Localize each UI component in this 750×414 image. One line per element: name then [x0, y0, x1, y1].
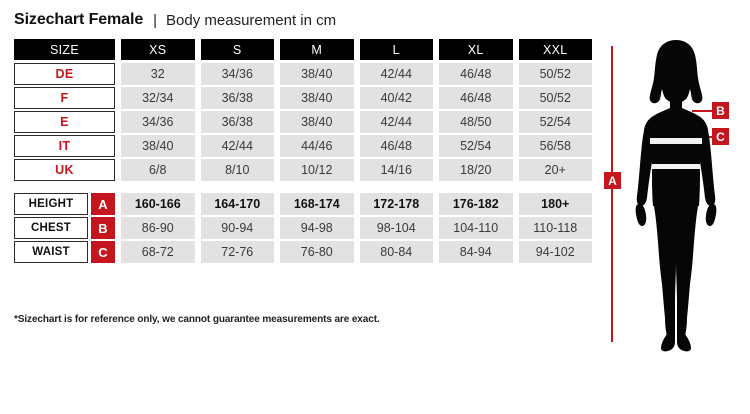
cell-de-s: 34/36 — [200, 63, 274, 85]
header-cell-m: M — [280, 39, 354, 60]
cell-it-m: 44/46 — [280, 135, 354, 157]
cell-f-s: 36/38 — [200, 87, 274, 109]
height-measure-line — [611, 46, 613, 342]
cell-uk-l: 14/16 — [359, 159, 433, 181]
cell-height-s: 164-170 — [200, 193, 274, 215]
table-row: F 32/34 36/38 38/40 40/42 46/48 50/52 — [14, 87, 592, 109]
cell-it-l: 46/48 — [359, 135, 433, 157]
cell-height-xxl: 180+ — [518, 193, 592, 215]
table-header-row: SIZE XS S M L XL XXL — [14, 39, 592, 60]
table-row: E 34/36 36/38 38/40 42/44 48/50 52/54 — [14, 111, 592, 133]
measurement-label-chest: CHEST — [14, 217, 88, 239]
chest-leader-line — [692, 110, 712, 112]
cell-de-l: 42/44 — [359, 63, 433, 85]
footnote-disclaimer: *Sizechart is for reference only, we can… — [14, 314, 380, 325]
row-label-e: E — [14, 111, 115, 133]
cell-e-l: 42/44 — [359, 111, 433, 133]
table-row: HEIGHT A 160-166 164-170 168-174 172-178… — [14, 193, 592, 215]
cell-chest-xxl: 110-118 — [518, 217, 592, 239]
row-label-f: F — [14, 87, 115, 109]
table-row: DE 32 34/36 38/40 42/44 46/48 50/52 — [14, 63, 592, 85]
cell-waist-xs: 68-72 — [121, 241, 195, 263]
page-title-subtitle: Body measurement in cm — [166, 11, 337, 29]
cell-it-xxl: 56/58 — [518, 135, 592, 157]
badge-c-figure: C — [712, 128, 729, 145]
cell-waist-xxl: 94-102 — [518, 241, 592, 263]
cell-f-l: 40/42 — [359, 87, 433, 109]
cell-waist-l: 80-84 — [359, 241, 433, 263]
cell-e-xs: 34/36 — [121, 111, 195, 133]
cell-f-xs: 32/34 — [121, 87, 195, 109]
row-label-it: IT — [14, 135, 115, 157]
row-label-chest: CHEST B — [14, 217, 115, 239]
cell-uk-m: 10/12 — [280, 159, 354, 181]
title-separator: | — [153, 11, 158, 29]
cell-height-xl: 176-182 — [439, 193, 513, 215]
badge-a-table: A — [91, 193, 115, 215]
badge-b-figure: B — [712, 102, 729, 119]
cell-uk-xs: 6/8 — [121, 159, 195, 181]
cell-de-xl: 46/48 — [439, 63, 513, 85]
cell-chest-l: 98-104 — [359, 217, 433, 239]
measurement-label-waist: WAIST — [14, 241, 88, 263]
table-row: CHEST B 86-90 90-94 94-98 98-104 104-110… — [14, 217, 592, 239]
row-label-waist: WAIST C — [14, 241, 115, 263]
header-cell-xs: XS — [121, 39, 195, 60]
cell-uk-s: 8/10 — [200, 159, 274, 181]
row-label-de: DE — [14, 63, 115, 85]
cell-height-m: 168-174 — [280, 193, 354, 215]
measurement-label-height: HEIGHT — [14, 193, 88, 215]
cell-waist-xl: 84-94 — [439, 241, 513, 263]
cell-it-s: 42/44 — [200, 135, 274, 157]
table-row: UK 6/8 8/10 10/12 14/16 18/20 20+ — [14, 159, 592, 181]
cell-de-xxl: 50/52 — [518, 63, 592, 85]
cell-chest-xs: 86-90 — [121, 217, 195, 239]
cell-uk-xl: 18/20 — [439, 159, 513, 181]
header-cell-size: SIZE — [14, 39, 115, 60]
cell-waist-m: 76-80 — [280, 241, 354, 263]
cell-chest-m: 94-98 — [280, 217, 354, 239]
header-cell-xxl: XXL — [518, 39, 592, 60]
cell-e-xxl: 52/54 — [518, 111, 592, 133]
cell-chest-s: 90-94 — [200, 217, 274, 239]
badge-c-table: C — [91, 241, 115, 263]
table-row: WAIST C 68-72 72-76 76-80 80-84 84-94 94… — [14, 241, 592, 263]
body-figure-panel: A B C — [598, 30, 750, 390]
female-body-silhouette-icon — [635, 40, 717, 352]
cell-uk-xxl: 20+ — [518, 159, 592, 181]
cell-it-xs: 38/40 — [121, 135, 195, 157]
cell-height-l: 172-178 — [359, 193, 433, 215]
table-row: IT 38/40 42/44 44/46 46/48 52/54 56/58 — [14, 135, 592, 157]
row-label-uk: UK — [14, 159, 115, 181]
page-title-main: Sizechart Female — [14, 11, 144, 28]
badge-b-table: B — [91, 217, 115, 239]
cell-f-m: 38/40 — [280, 87, 354, 109]
cell-e-xl: 48/50 — [439, 111, 513, 133]
cell-it-xl: 52/54 — [439, 135, 513, 157]
badge-a-figure: A — [604, 172, 621, 189]
cell-de-m: 38/40 — [280, 63, 354, 85]
header-cell-s: S — [200, 39, 274, 60]
cell-waist-s: 72-76 — [200, 241, 274, 263]
row-label-height: HEIGHT A — [14, 193, 115, 215]
cell-chest-xl: 104-110 — [439, 217, 513, 239]
cell-e-m: 38/40 — [280, 111, 354, 133]
cell-de-xs: 32 — [121, 63, 195, 85]
cell-f-xl: 46/48 — [439, 87, 513, 109]
cell-f-xxl: 50/52 — [518, 87, 592, 109]
page-title: Sizechart Female | Body measurement in c… — [14, 8, 336, 32]
header-cell-l: L — [359, 39, 433, 60]
header-cell-xl: XL — [439, 39, 513, 60]
cell-height-xs: 160-166 — [121, 193, 195, 215]
sizechart-table: SIZE XS S M L XL XXL DE 32 34/36 38/40 4… — [14, 39, 592, 265]
cell-e-s: 36/38 — [200, 111, 274, 133]
